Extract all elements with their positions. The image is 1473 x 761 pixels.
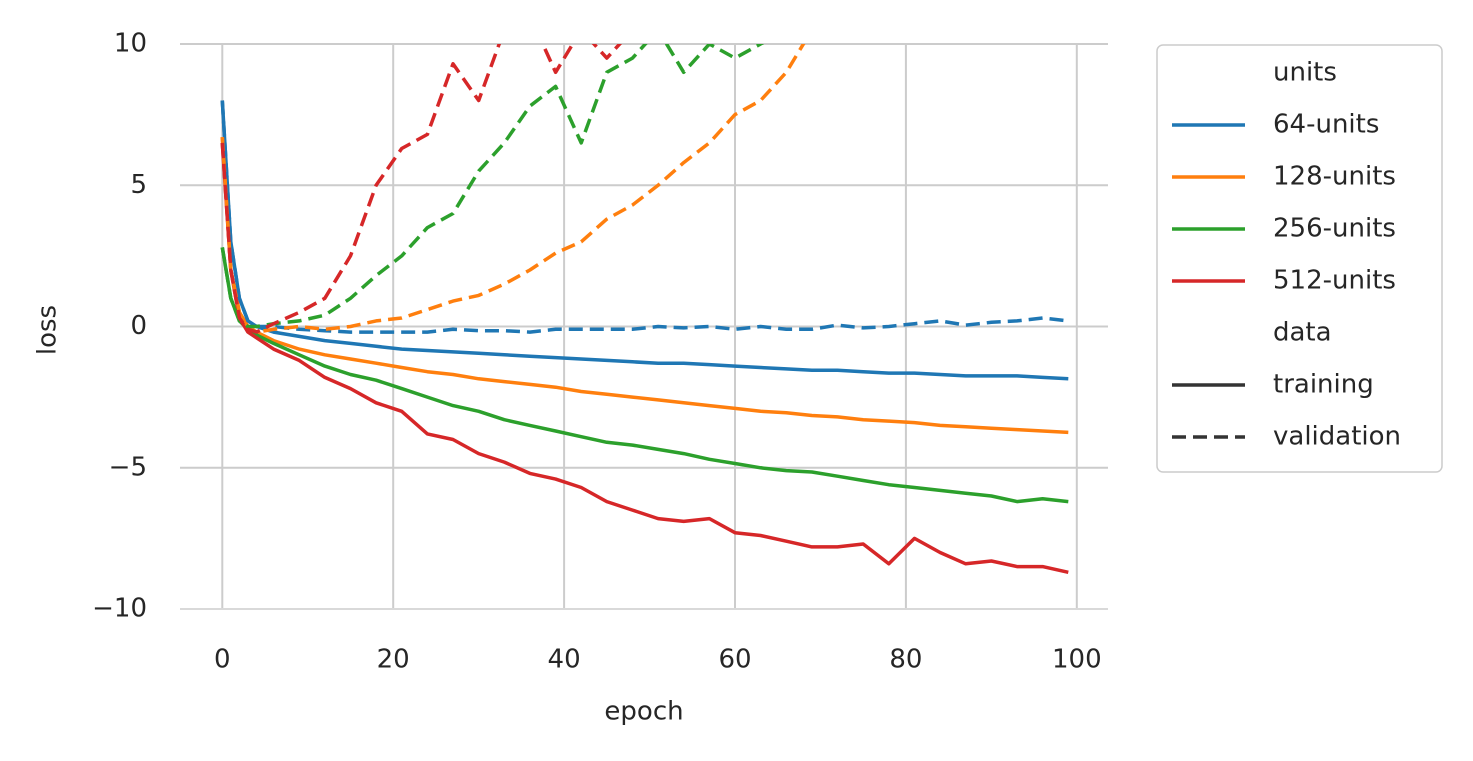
x-tick-label: 0 — [214, 645, 231, 675]
legend: units 64-units 128-units 256-units 512-units… — [1172, 58, 1401, 452]
x-tick-label: 20 — [377, 645, 410, 675]
legend-label: 256-units — [1273, 214, 1396, 244]
x-tick-label: 80 — [889, 645, 922, 675]
y-tick-label: 0 — [130, 311, 147, 341]
series-line — [220, 44, 806, 334]
series-line — [220, 100, 1069, 381]
series-line — [220, 100, 1069, 334]
x-tick-label: 60 — [718, 645, 751, 675]
legend-label: 128-units — [1273, 162, 1396, 192]
legend-style-label: training — [1273, 370, 1374, 400]
series-line — [220, 44, 765, 329]
lines — [220, 44, 1069, 575]
legend-style-label: validation — [1273, 422, 1401, 452]
series-line — [220, 142, 1069, 575]
y-tick-label: 10 — [114, 29, 147, 59]
series-line — [220, 137, 1069, 435]
series-line — [220, 247, 1069, 504]
y-axis-label: loss — [33, 305, 63, 355]
y-tick-label: 5 — [130, 170, 147, 200]
legend-style-title: data — [1273, 318, 1332, 348]
legend-label: 512-units — [1273, 266, 1396, 296]
legend-box — [1156, 44, 1443, 473]
legend-label: 64-units — [1273, 110, 1379, 140]
x-tick-label: 100 — [1052, 645, 1102, 675]
y-tick-label: −5 — [109, 452, 147, 482]
legend-title: units — [1273, 58, 1337, 88]
y-tick-label: −10 — [92, 594, 147, 624]
x-tick-label: 40 — [548, 645, 581, 675]
x-axis-label: epoch — [604, 697, 683, 727]
series-line — [220, 44, 623, 334]
